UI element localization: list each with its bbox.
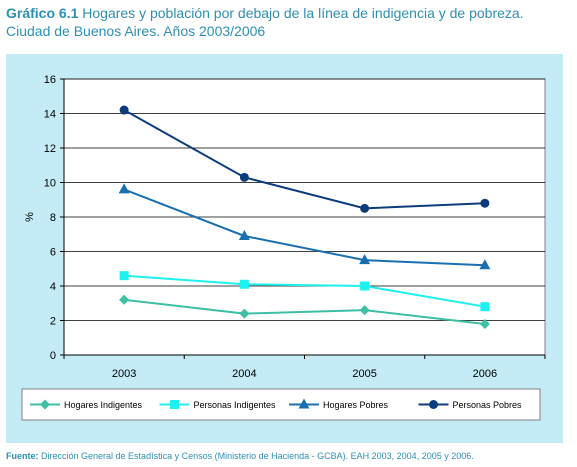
x-tick-label: 2006 <box>473 368 497 380</box>
legend-marker-personas-pobres <box>429 400 438 409</box>
data-point-personas-indigentes <box>360 281 370 291</box>
series-line-personas-indigentes <box>124 274 486 308</box>
series-line-personas-pobres <box>123 109 485 210</box>
line-chart: 0 2 4 6 8 10 12 14 16% 2003 2004 2005 2006 Hogares In… <box>21 74 546 421</box>
x-tick-label: 2005 <box>352 368 376 380</box>
data-point-hogares-pobres <box>118 183 130 194</box>
series-line-hogares-indigentes <box>124 298 485 325</box>
data-point-personas-pobres <box>119 105 129 115</box>
data-point-hogares-indigentes <box>239 308 250 319</box>
chart-title-prefix: Gráfico 6.1 <box>6 5 79 21</box>
legend-label-hogares-indigentes: Hogares Indigentes <box>64 400 143 410</box>
data-point-personas-pobres <box>480 198 490 208</box>
data-point-hogares-indigentes <box>479 318 490 329</box>
data-point-personas-pobres <box>239 172 249 182</box>
y-tick-label: 4 <box>50 281 56 293</box>
legend-label-personas-indigentes: Personas Indigentes <box>194 400 277 410</box>
y-tick-label: 6 <box>50 247 56 259</box>
chart-title: Gráfico 6.1 Hogares y población por deba… <box>6 4 571 40</box>
legend-marker-personas-indigentes <box>170 400 179 409</box>
y-tick-label: 16 <box>44 74 56 86</box>
y-tick-label: 12 <box>44 143 56 155</box>
y-tick-label: 2 <box>50 316 56 328</box>
data-point-hogares-indigentes <box>119 294 130 305</box>
source-text: Dirección General de Estadística y Censo… <box>41 451 474 461</box>
data-point-personas-pobres <box>360 203 370 213</box>
data-point-hogares-pobres <box>359 254 371 265</box>
series-line-hogares-pobres <box>123 188 485 267</box>
data-point-hogares-pobres <box>479 259 491 270</box>
y-tick-label: 8 <box>50 212 56 224</box>
chart-title-line1: Hogares y población por debajo de la lín… <box>82 5 524 21</box>
y-tick-label: 14 <box>44 109 56 121</box>
legend <box>21 388 541 421</box>
chart-panel: 0 2 4 6 8 10 12 14 16% 2003 2004 2005 2006 Hogares In… <box>6 54 563 443</box>
data-point-personas-indigentes <box>119 271 129 281</box>
legend-marker-hogares-indigentes <box>40 399 50 410</box>
x-tick-label: 2004 <box>232 368 256 380</box>
data-point-hogares-indigentes <box>359 305 370 316</box>
legend-marker-hogares-pobres <box>298 398 310 409</box>
data-point-personas-indigentes <box>239 279 249 289</box>
data-point-hogares-pobres <box>238 229 250 240</box>
data-point-personas-indigentes <box>480 302 490 312</box>
source-label: Fuente: <box>6 451 39 461</box>
x-tick-label: 2003 <box>112 368 136 380</box>
y-axis-label: % <box>24 212 36 222</box>
legend-label-personas-pobres: Personas Pobres <box>453 400 523 410</box>
legend-label-hogares-pobres: Hogares Pobres <box>323 400 389 410</box>
source-note: Fuente: Dirección General de Estadística… <box>6 451 474 461</box>
y-tick-label: 0 <box>50 350 56 362</box>
y-tick-label: 10 <box>44 178 56 190</box>
chart-title-line2: Ciudad de Buenos Aires. Años 2003/2006 <box>6 23 266 39</box>
